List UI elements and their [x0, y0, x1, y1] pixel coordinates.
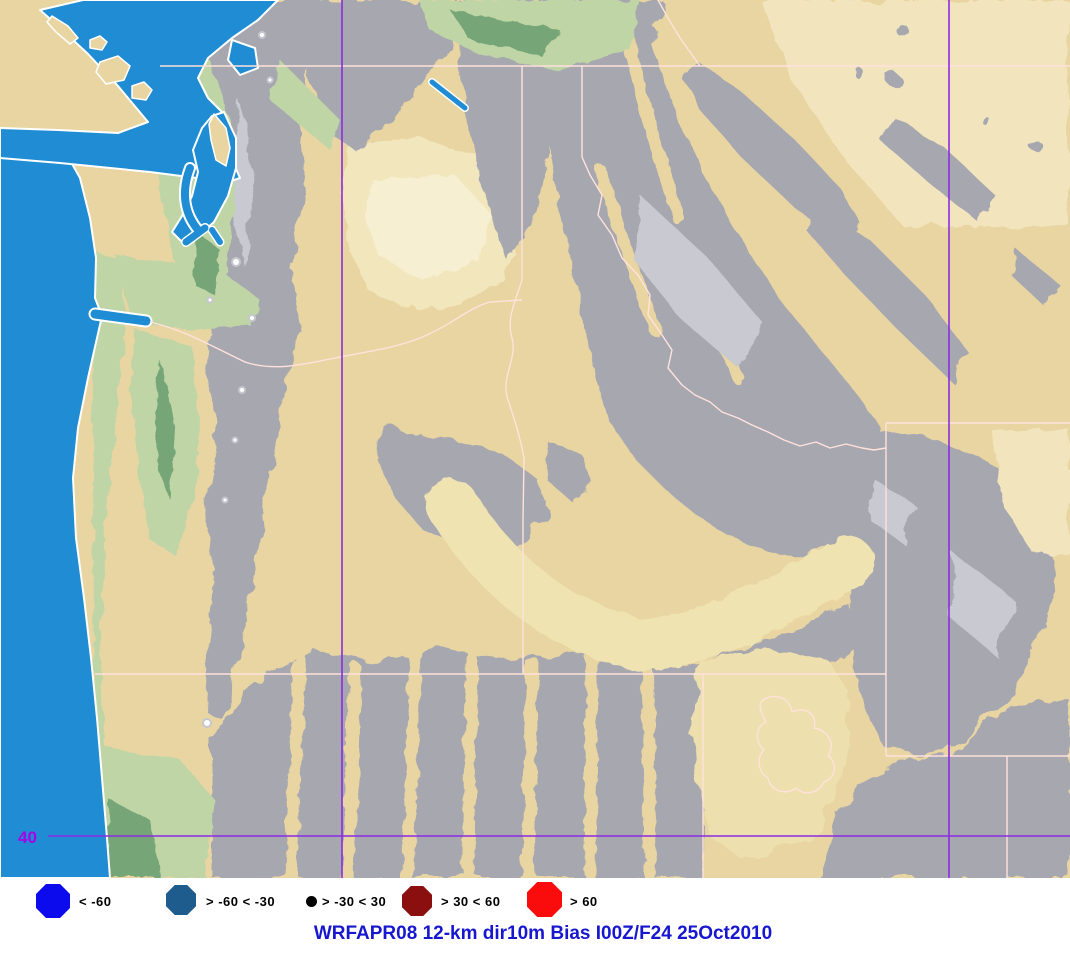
whidbey-island [208, 113, 231, 167]
mt-hood [238, 386, 246, 394]
legend-label: > 30 < 60 [441, 894, 501, 909]
plot-title: WRFAPR08 12-km dir10m Bias I00Z/F24 25Oc… [313, 923, 773, 944]
small-island [89, 35, 108, 51]
lake-chelan [429, 79, 468, 111]
border-id-mt [581, 66, 887, 451]
legend-octagon-darkred [402, 886, 432, 916]
lat-label-40: 40 [18, 828, 37, 847]
columbia-estuary [90, 309, 151, 326]
hood-canal [181, 164, 203, 235]
legend-dot-black [306, 896, 317, 907]
bighorn-basin [992, 430, 1070, 555]
glacier-peak [266, 76, 274, 84]
mt-adams [248, 314, 256, 322]
mt-baker [258, 31, 266, 39]
border-wa-or-columbia [149, 299, 523, 368]
south-sound-finger2 [209, 227, 223, 245]
lowlands-green-dark [105, 10, 560, 878]
south-sound-finger [182, 224, 209, 246]
legend-octagon-red [527, 882, 562, 917]
salt-lake-desert [692, 648, 852, 858]
islands [46, 15, 231, 167]
pacific-ocean [0, 131, 111, 878]
columbia-basin [342, 138, 522, 310]
legend-label: < -60 [79, 894, 112, 909]
snake-river-plain [426, 479, 874, 672]
volcano-dots [202, 31, 274, 728]
legend-octagon-blue [36, 884, 70, 918]
legend-label: > 60 [570, 894, 598, 909]
mt-jefferson [231, 436, 239, 444]
border-bc-ab [657, 0, 701, 67]
texada-island [46, 15, 79, 45]
high-plains [760, 0, 1070, 228]
latlon-grid [48, 0, 1070, 878]
legend: < -60 > -60 < -30 > -30 < 30 > 30 < 60 >… [0, 878, 1070, 969]
border-wa-id-or-id [505, 66, 525, 674]
terrain-map: 40 [0, 0, 1070, 878]
legend-label: > -30 < 30 [322, 894, 387, 909]
orcas-island [131, 81, 153, 101]
mt-shasta [202, 718, 212, 728]
state-borders [95, 0, 1070, 878]
legend-octagon-steelblue [166, 885, 196, 915]
mt-rainier [231, 257, 241, 267]
mt-st-helens [206, 296, 214, 304]
san-juan-island [95, 55, 131, 85]
three-sisters [221, 496, 229, 504]
water-channels [88, 78, 469, 328]
legend-label: > -60 < -30 [206, 894, 276, 909]
great-salt-lake-outline [756, 695, 835, 794]
